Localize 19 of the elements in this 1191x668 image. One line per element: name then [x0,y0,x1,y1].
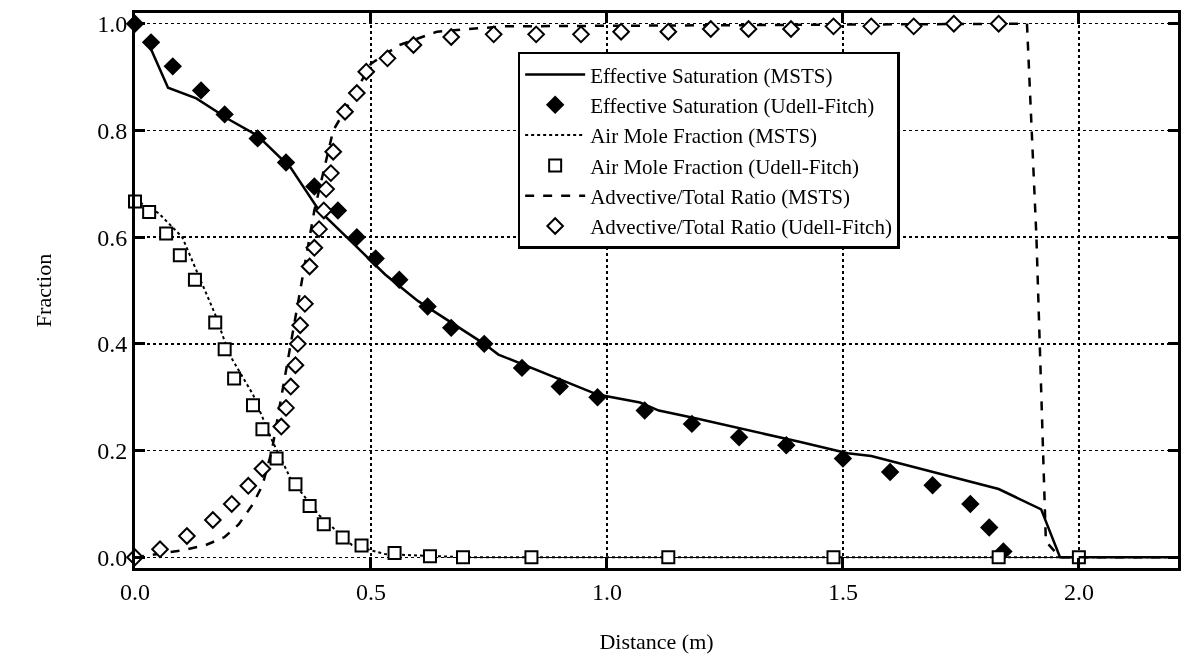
y-tick-label: 0.6 [97,224,128,251]
legend-label: Air Mole Fraction (Udell-Fitch) [590,154,860,179]
legend-label: Effective Saturation (MSTS) [590,63,833,88]
y-tick-label: 0.4 [97,331,128,358]
x-tick-label: 0.5 [355,578,386,605]
y-tick-label: 0.0 [97,544,128,571]
y-tick-label: 0.8 [97,117,128,144]
x-tick-label: 2.0 [1063,578,1094,605]
legend-label: Advective/Total Ratio (MSTS) [590,184,850,209]
legend-label: Effective Saturation (Udell-Fitch) [590,93,875,118]
x-tick-label: 1.5 [827,578,858,605]
y-tick-label: 1.0 [97,11,128,38]
x-axis-title: Distance (m) [599,628,714,654]
y-tick-label: 0.2 [97,438,128,464]
legend-label: Air Mole Fraction (MSTS) [590,124,818,149]
x-tick-label: 1.0 [591,578,622,605]
y-axis-title: Fraction [31,253,56,328]
x-tick-label: 0.0 [120,578,150,605]
legend-label: Advective/Total Ratio (Udell-Fitch) [590,215,892,240]
